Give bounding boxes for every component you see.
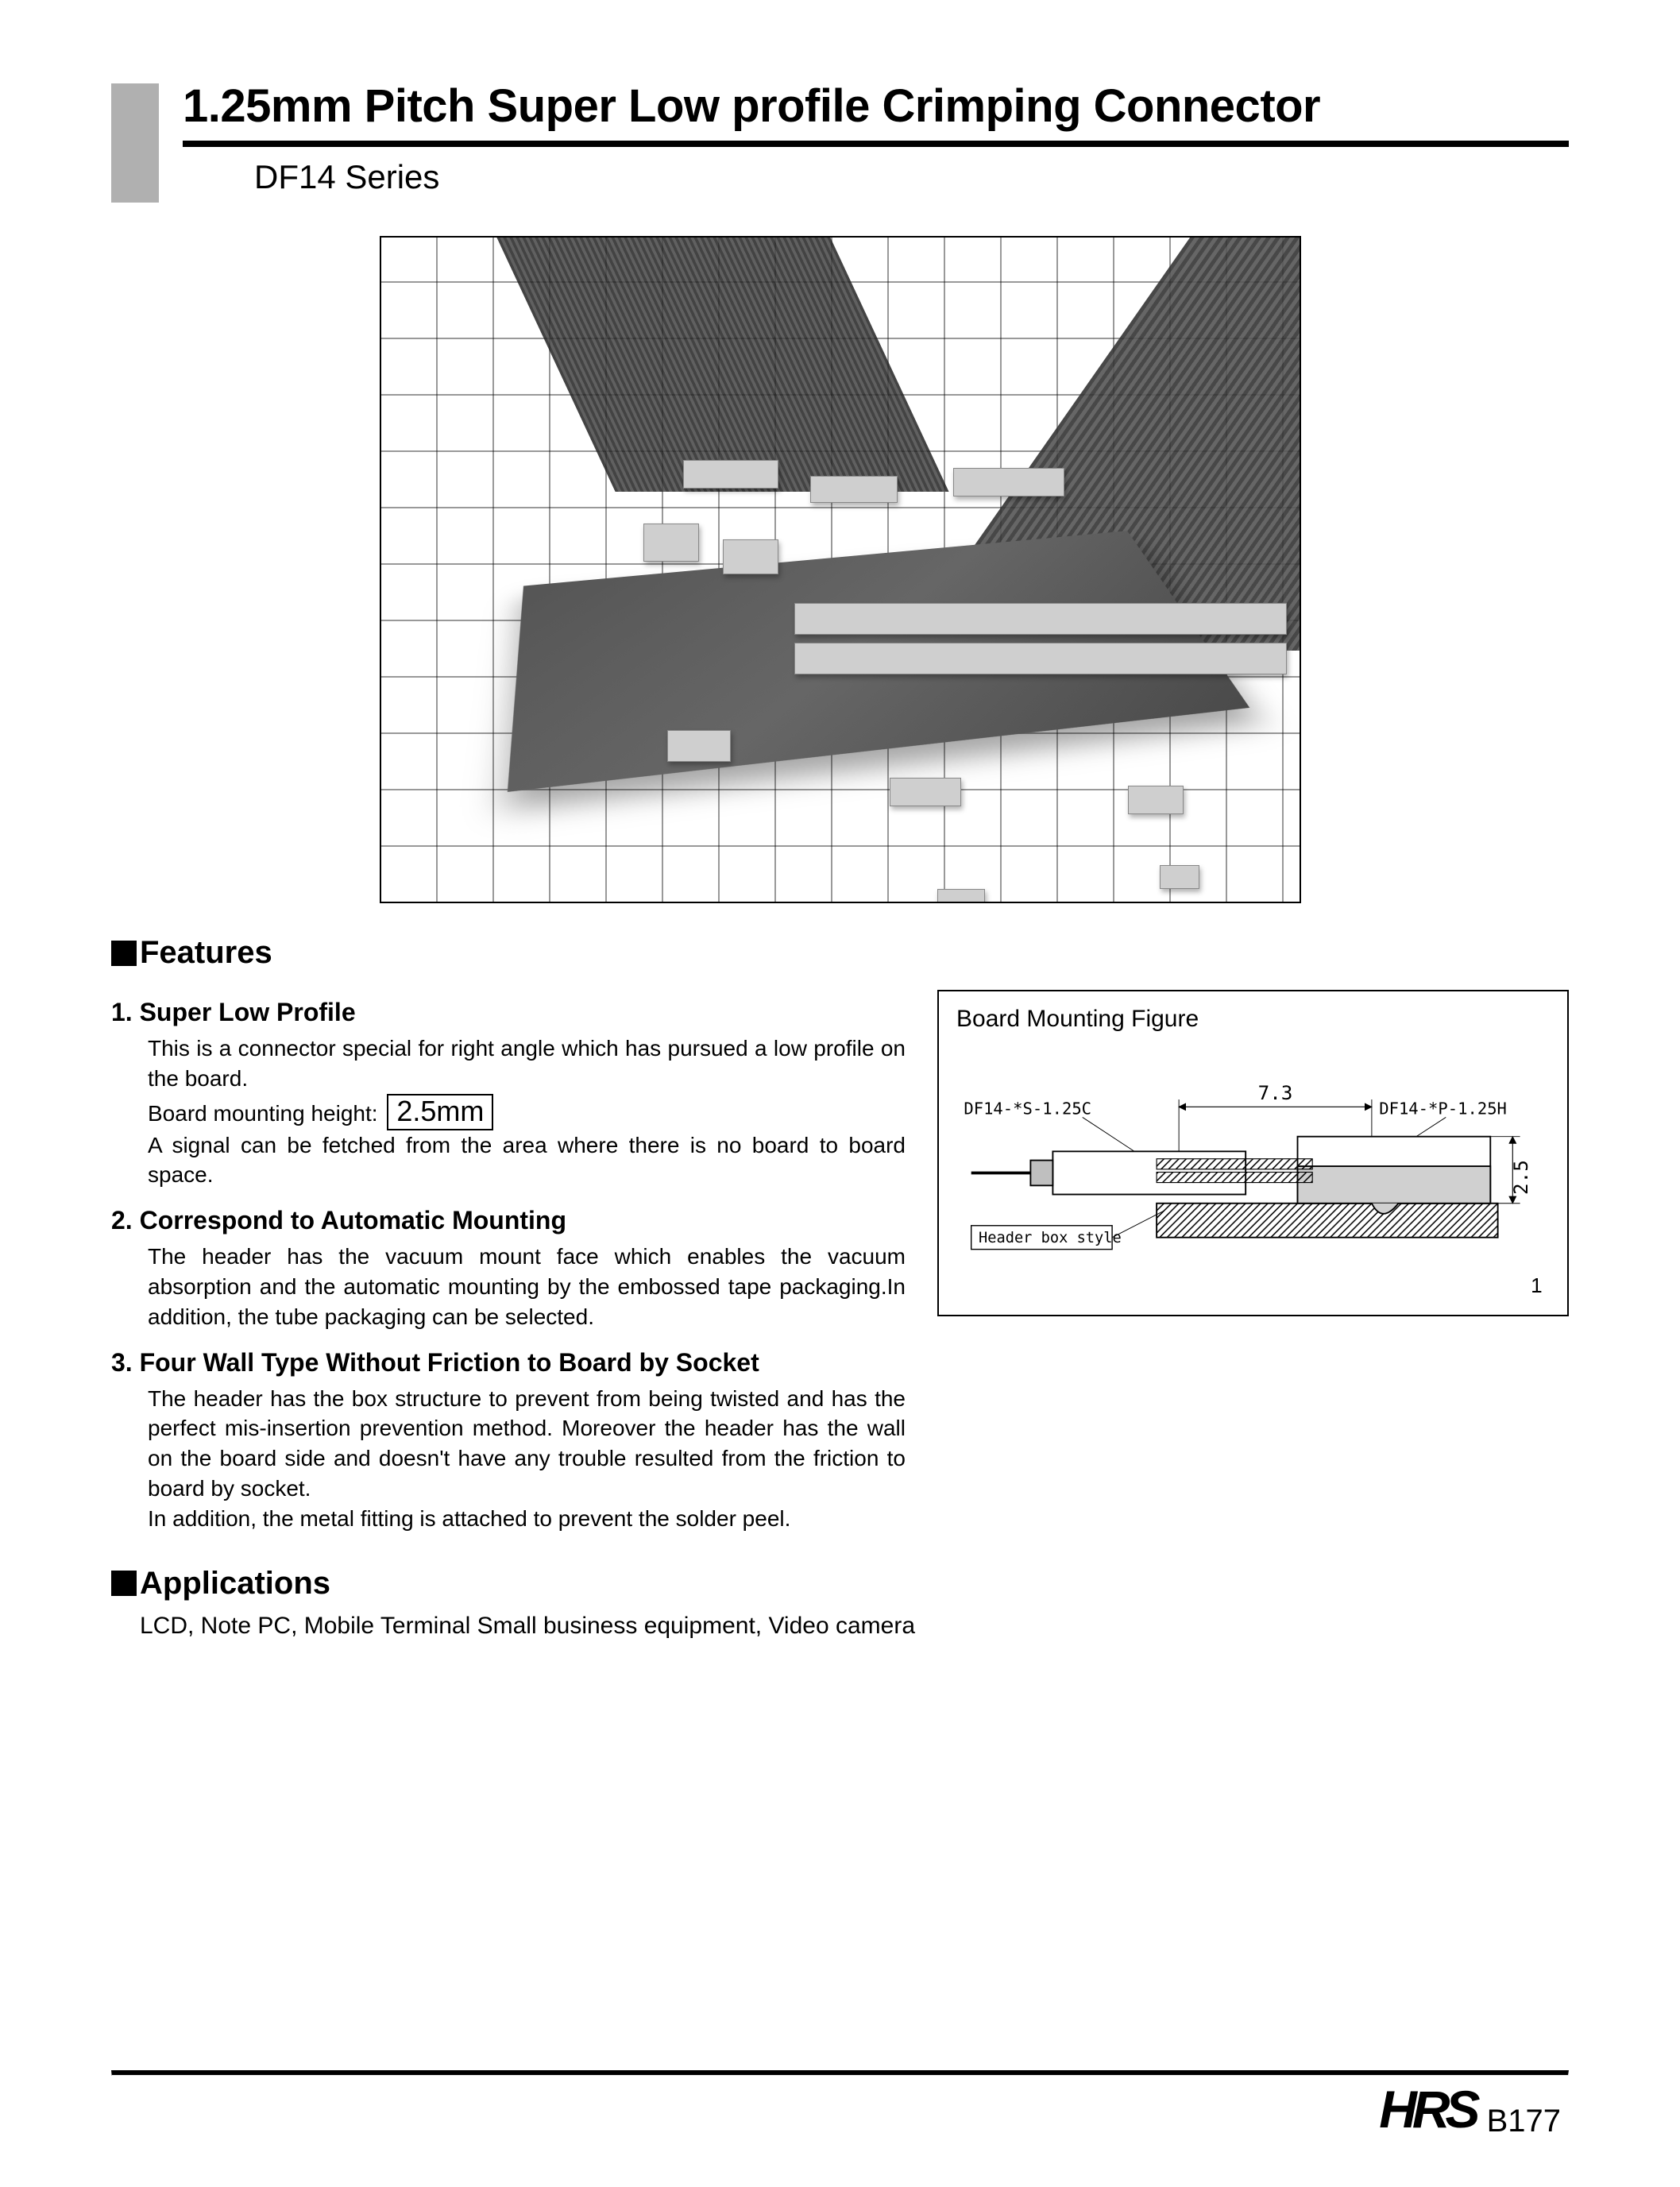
footer: HRS B177 — [1379, 2079, 1561, 2139]
features-heading-text: Features — [140, 935, 272, 971]
connector-graphic — [723, 539, 778, 574]
board-mounting-figure: Board Mounting Figure — [937, 990, 1569, 1316]
page-number: B177 — [1487, 2104, 1561, 2139]
features-heading: Features — [111, 935, 1569, 971]
feature-3-title: 3. Four Wall Type Without Friction to Bo… — [111, 1348, 906, 1378]
mounting-height-box: 2.5mm — [387, 1094, 493, 1130]
connector-graphic — [953, 468, 1064, 497]
connector-graphic — [1128, 786, 1184, 814]
label-box-style: Header box style — [979, 1230, 1122, 1246]
connector-graphic — [667, 730, 731, 762]
label-header: DF14-*P-1.25H — [1379, 1099, 1507, 1119]
figure-title: Board Mounting Figure — [956, 1006, 1550, 1033]
applications-heading: Applications — [111, 1566, 1569, 1602]
connector-graphic — [810, 476, 898, 503]
connector-graphic — [643, 524, 699, 562]
figure-number: 1 — [1531, 1273, 1543, 1297]
feature-2-body: The header has the vacuum mount face whi… — [148, 1242, 906, 1331]
connector-graphic — [794, 603, 1287, 635]
connector-graphic — [683, 460, 778, 489]
square-bullet-icon — [111, 1571, 137, 1596]
page-title: 1.25mm Pitch Super Low profile Crimping … — [183, 79, 1569, 141]
footer-rule — [111, 2070, 1569, 2076]
wire-bundle-graphic — [496, 238, 948, 492]
feature-1-body: This is a connector special for right an… — [148, 1034, 906, 1190]
accent-bar — [111, 83, 159, 203]
connector-graphic — [890, 778, 961, 806]
title-rule — [183, 141, 1569, 147]
hero-product-photo — [380, 236, 1301, 903]
title-block: 1.25mm Pitch Super Low profile Crimping … — [111, 79, 1569, 196]
series-subtitle: DF14 Series — [254, 158, 1569, 196]
label-socket: DF14-*S-1.25C — [964, 1099, 1091, 1119]
applications-text: LCD, Note PC, Mobile Terminal Small busi… — [140, 1613, 1569, 1640]
connector-graphic — [1160, 865, 1199, 889]
feature-1-title: 1. Super Low Profile — [111, 998, 906, 1027]
feature-3-body: The header has the box structure to prev… — [148, 1384, 906, 1534]
figure-svg: 7.3 2.5 DF14-*S-1.25C DF14-*P-1.25H Head… — [956, 1055, 1550, 1300]
dim-height-text: 2.5 — [1509, 1160, 1532, 1195]
applications-heading-text: Applications — [140, 1566, 330, 1602]
feature-2-title: 2. Correspond to Automatic Mounting — [111, 1206, 906, 1235]
connector-graphic — [794, 643, 1287, 674]
hrs-logo: HRS — [1379, 2079, 1475, 2139]
square-bullet-icon — [111, 941, 137, 966]
dim-width-text: 7.3 — [1258, 1081, 1293, 1104]
connector-graphic — [937, 889, 985, 903]
